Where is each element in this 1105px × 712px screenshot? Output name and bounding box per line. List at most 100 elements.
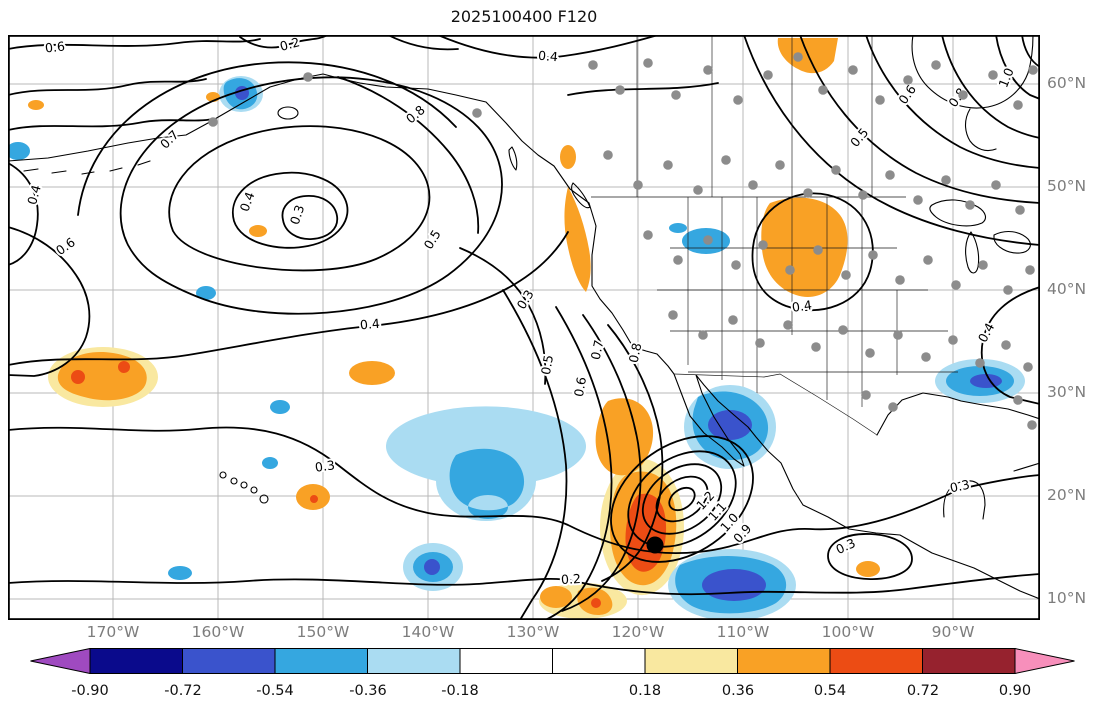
station-dot [1023, 362, 1033, 372]
colorbar-segment [274, 648, 368, 674]
station-dot [1013, 100, 1023, 110]
colorbar-tick-label: 0.36 [721, 683, 755, 699]
station-dot [988, 70, 998, 80]
station-dot [733, 95, 743, 105]
colorbar-segment [89, 648, 183, 674]
colorbar-tick-label: -0.72 [164, 683, 202, 699]
lat-tick-label: 60°N [1047, 74, 1087, 92]
station-dot [831, 165, 841, 175]
station-dot [671, 90, 681, 100]
station-dot [763, 70, 773, 80]
station-dot [885, 170, 895, 180]
lat-tick-label: 10°N [1047, 589, 1087, 607]
lon-tick-label: 110°W [716, 623, 770, 641]
tropical-cyclone-marker [646, 536, 664, 554]
islands-path [23, 106, 591, 504]
station-dot [893, 330, 903, 340]
colorbar-tick-label: 0.90 [998, 683, 1032, 699]
station-dot [1025, 265, 1035, 275]
contour-label: 0.8 [403, 102, 428, 126]
colorbar [30, 648, 1075, 674]
contour-label: 0.6 [571, 376, 589, 398]
station-dot [803, 188, 813, 198]
contour-label: 0.4 [538, 48, 559, 65]
station-dot [663, 160, 673, 170]
contours-ocean [8, 231, 1040, 596]
lon-tick-label: 130°W [506, 623, 560, 641]
station-dot [698, 330, 708, 340]
station-dot [783, 320, 793, 330]
lon-tick-label: 120°W [611, 623, 665, 641]
colorbar-segment [737, 648, 831, 674]
station-dot [1013, 395, 1023, 405]
contours-top-left [8, 35, 719, 131]
station-dot [755, 338, 765, 348]
contours-gulf-of-alaska [77, 61, 503, 315]
contour-label: 0.3 [314, 457, 336, 475]
contour-label: 0.7 [588, 339, 607, 362]
station-dot [895, 275, 905, 285]
contour-label: 0.6 [895, 82, 919, 107]
station-dot [748, 180, 758, 190]
lat-tick-label: 40°N [1047, 280, 1087, 298]
contours-east [751, 192, 1040, 580]
station-dot [811, 342, 821, 352]
station-dot [693, 185, 703, 195]
station-dot [858, 190, 868, 200]
colorbar-extend-high-arrow [1014, 648, 1075, 674]
contours-left-edge [8, 162, 91, 377]
colorbar-extend-low-arrow [30, 648, 91, 674]
figure-title: 2025100400 F120 [450, 7, 598, 26]
station-dots [208, 52, 1038, 430]
station-dot [785, 265, 795, 275]
contour-label: 0.5 [421, 227, 444, 252]
station-dot [633, 180, 643, 190]
contour-label: 0.3 [833, 535, 857, 557]
plot-frame [8, 35, 1040, 620]
station-dot [888, 402, 898, 412]
cyclone-ring [610, 435, 754, 563]
station-dot [673, 255, 683, 265]
station-dot [472, 108, 482, 118]
colorbar-segment [367, 648, 461, 674]
station-dot [1015, 205, 1025, 215]
station-dot [958, 90, 968, 100]
lon-tick-label: 160°W [191, 623, 245, 641]
lon-tick-label: 170°W [86, 623, 140, 641]
station-dot [951, 280, 961, 290]
contour-label: 0.7 [157, 127, 182, 152]
contour-label: 0.2 [278, 35, 301, 54]
station-dot [588, 60, 598, 70]
contour-label: 0.3 [287, 203, 307, 227]
station-dot [721, 155, 731, 165]
station-dot [913, 195, 923, 205]
cyclone-ring [668, 486, 696, 512]
station-dot [758, 240, 768, 250]
station-dot [848, 65, 858, 75]
contour-lines [8, 35, 1040, 620]
colorbar-segment [182, 648, 276, 674]
station-dot [1027, 420, 1037, 430]
contour-label: 0.5 [847, 125, 871, 150]
colorbar-tick-label: 0.72 [906, 683, 940, 699]
colorbar-tick-label: -0.54 [256, 683, 294, 699]
colorbar-segment [644, 648, 738, 674]
contour-label: 0.5 [538, 354, 556, 376]
station-dot [865, 348, 875, 358]
station-dot [1028, 65, 1038, 75]
contour-label: 0.4 [24, 183, 44, 206]
station-dot [728, 315, 738, 325]
lat-tick-label: 50°N [1047, 177, 1087, 195]
station-dot [703, 235, 713, 245]
colorbar-tick-label: -0.36 [349, 683, 387, 699]
contour-label: 0.2 [561, 571, 582, 587]
station-dot [838, 325, 848, 335]
colorbar-segment [829, 648, 923, 674]
contour-label: 0.4 [791, 297, 813, 315]
lon-tick-label: 100°W [821, 623, 875, 641]
contour-label: 0.8 [626, 341, 645, 364]
map-plot: 0.6 0.2 0.4 1.0 0.8 0.6 0.5 0.4 0.6 0.7 0.8 0.4 0.3 0… [8, 35, 1040, 620]
station-dot [965, 200, 975, 210]
lon-tick-label: 150°W [296, 623, 350, 641]
